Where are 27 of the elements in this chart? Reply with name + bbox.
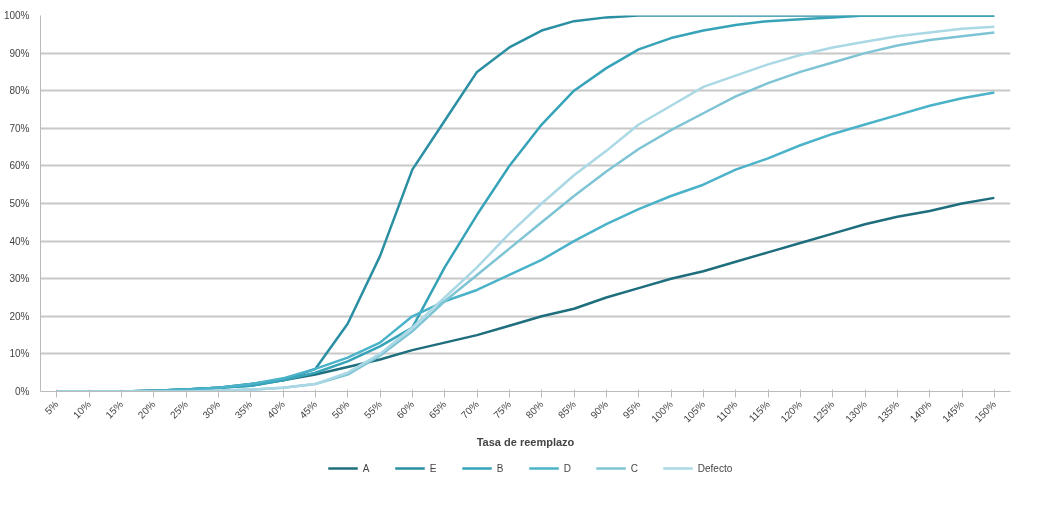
y-tick-label: 40% bbox=[9, 235, 30, 247]
x-tick-label: 65% bbox=[426, 398, 449, 421]
x-tick-label: 40% bbox=[264, 398, 287, 421]
y-tick-label: 50% bbox=[9, 198, 30, 209]
y-tick-label: 90% bbox=[9, 47, 30, 59]
x-tick-label: 75% bbox=[491, 398, 514, 421]
y-tick-label: 70% bbox=[9, 122, 30, 134]
legend-label: A bbox=[362, 462, 371, 474]
x-axis-title: Tasa de reemplazo bbox=[476, 436, 575, 449]
legend-label: B bbox=[496, 462, 505, 474]
x-tick-label: 5% bbox=[42, 398, 61, 417]
legend-label: E bbox=[429, 462, 438, 474]
x-tick-label: 30% bbox=[200, 398, 223, 421]
y-tick-label: 10% bbox=[9, 348, 30, 360]
x-tick-label: 80% bbox=[523, 398, 546, 421]
legend-label: D bbox=[563, 462, 572, 474]
y-tick-label: 30% bbox=[9, 273, 30, 285]
legend-label: Defecto bbox=[697, 462, 733, 474]
x-tick-label: 60% bbox=[394, 398, 417, 421]
y-tick-label: 60% bbox=[9, 160, 30, 172]
y-tick-label: 20% bbox=[9, 310, 30, 322]
y-tick-label: 100% bbox=[3, 10, 30, 21]
x-tick-label: 70% bbox=[458, 398, 481, 421]
x-tick-label: 45% bbox=[297, 398, 320, 421]
legend-label: C bbox=[630, 462, 639, 474]
y-tick-label: 0% bbox=[15, 386, 30, 397]
y-tick-label: 80% bbox=[9, 85, 30, 97]
